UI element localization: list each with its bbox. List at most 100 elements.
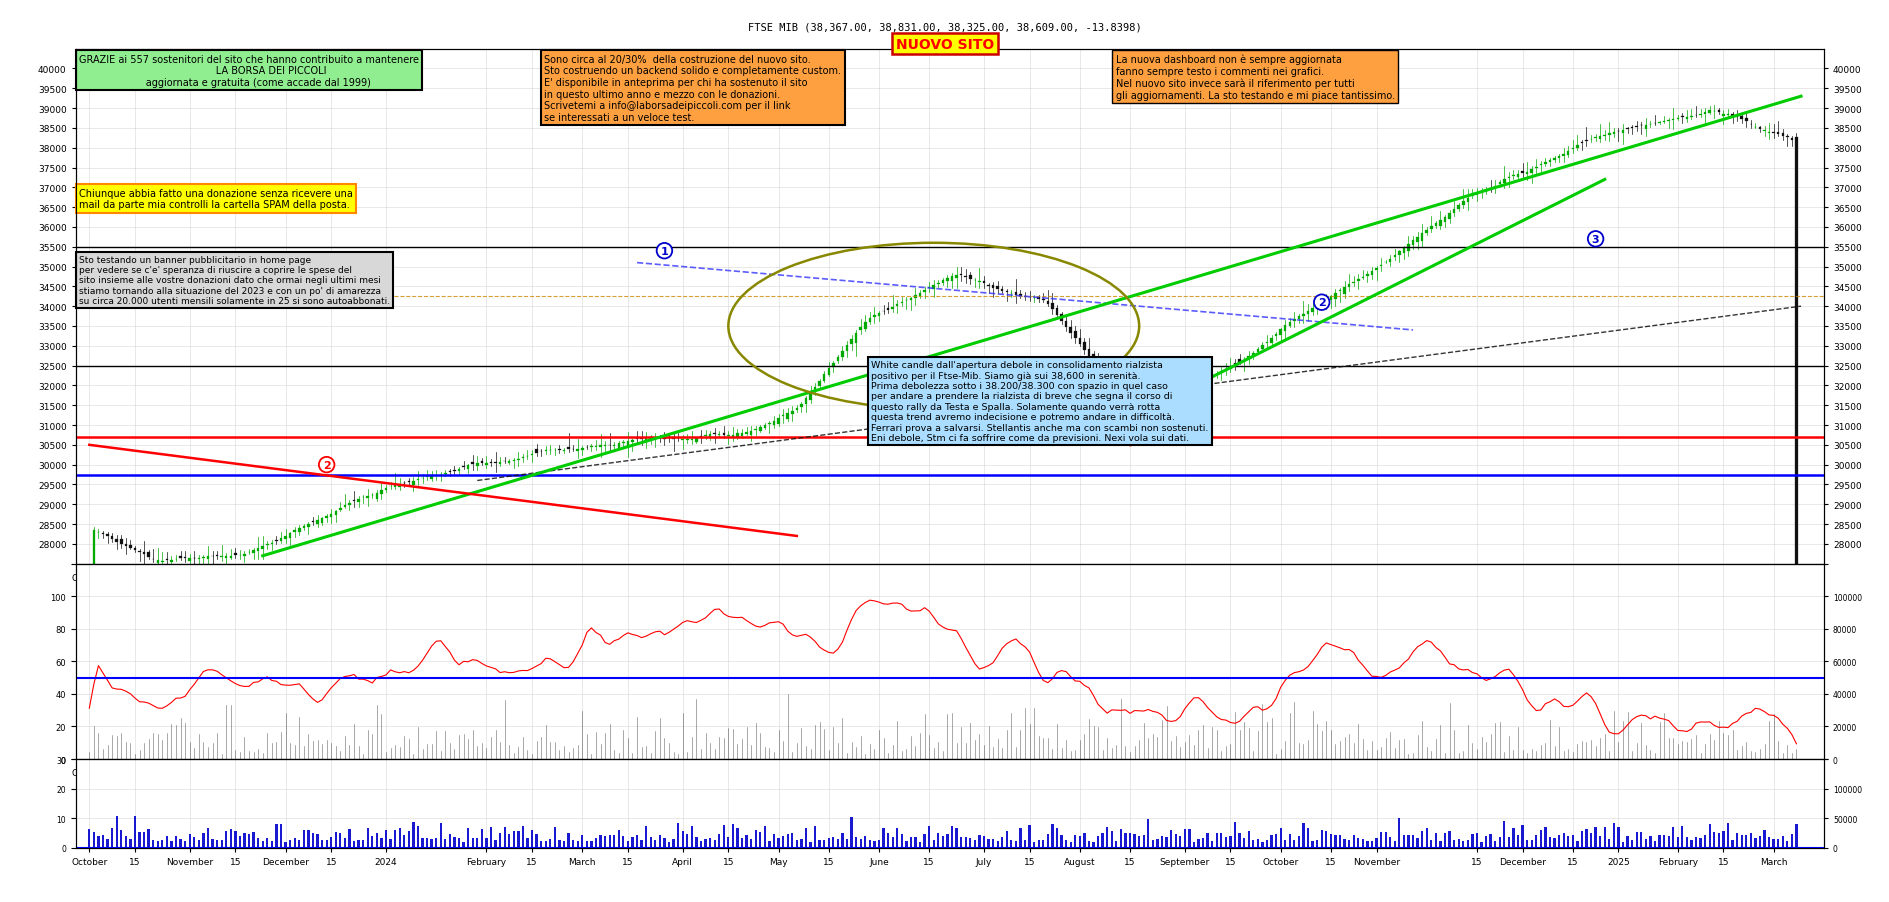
Bar [763,426,765,428]
Bar [412,481,414,485]
Bar [1753,838,1755,848]
Bar [206,828,210,848]
Bar [1115,389,1116,395]
Bar [750,840,752,848]
Bar [1228,367,1232,370]
Bar [1485,191,1487,193]
Bar [996,287,999,290]
Bar [348,503,351,505]
Bar [1653,842,1655,848]
Bar [850,339,852,345]
Bar [1643,125,1645,130]
Bar [1005,832,1007,848]
Bar [1766,133,1770,134]
Bar [996,842,997,848]
Bar [416,479,419,481]
Bar [714,840,716,848]
Bar [567,833,569,848]
Bar [635,438,638,439]
Bar [1407,244,1409,252]
Bar [1759,835,1761,848]
Bar [1572,835,1574,848]
Bar [1672,827,1674,848]
Bar [1320,830,1322,848]
Bar [1434,833,1436,848]
Bar [1220,833,1222,848]
Bar [808,393,812,401]
Bar [1438,221,1441,226]
Bar [1166,403,1167,406]
Bar [476,838,478,848]
Bar [1192,389,1194,394]
Bar [215,841,217,848]
Bar [1105,827,1107,848]
Bar [654,438,655,439]
Bar [1047,834,1048,848]
Bar [161,561,164,562]
Bar [338,509,342,511]
Bar [238,555,242,556]
Bar [134,815,136,848]
Bar [905,841,907,848]
Bar [1060,835,1062,848]
Bar [1237,833,1239,848]
Bar [1228,836,1232,848]
Bar [1128,833,1132,848]
Bar [96,836,100,848]
Bar [166,559,168,560]
Bar [937,283,939,284]
Bar [417,826,419,848]
Bar [1611,824,1615,848]
Bar [1385,833,1387,848]
Bar [759,428,761,431]
Bar [937,833,939,848]
Bar [1211,841,1213,848]
Bar [138,833,140,848]
Bar [321,519,323,523]
Bar [1251,354,1254,356]
Bar [924,290,926,293]
Text: 2: 2 [1317,298,1324,308]
Bar [667,437,671,439]
Bar [385,831,387,848]
Bar [357,840,359,848]
Bar [644,438,648,443]
Bar [1727,824,1728,848]
Bar [982,836,984,848]
Bar [221,840,223,848]
Bar [854,837,858,848]
Bar [805,828,807,848]
Bar [393,485,397,487]
Bar [1201,838,1203,848]
Bar [1041,840,1045,848]
Bar [1086,350,1090,357]
Bar [1744,119,1747,123]
Bar [1557,835,1560,848]
Bar [485,464,487,465]
Bar [1666,121,1670,122]
Bar [827,369,829,375]
Bar [1749,833,1751,848]
Bar [1173,399,1177,400]
Bar [125,836,127,848]
Bar [1101,833,1103,848]
Bar [1388,259,1390,262]
Bar [457,469,461,472]
Bar [425,839,429,848]
Bar [1430,840,1432,848]
Bar [1292,840,1294,848]
Bar [1553,159,1555,161]
Bar [1033,842,1035,848]
Bar [357,500,359,502]
Bar [773,834,774,848]
Bar [508,833,510,848]
Bar [128,546,132,548]
Bar [1708,111,1710,114]
Bar [1133,415,1135,419]
Bar [1530,170,1532,174]
Bar [408,831,410,848]
Bar [876,840,880,848]
Bar [799,404,803,408]
Bar [89,830,91,848]
Bar [1252,840,1254,848]
